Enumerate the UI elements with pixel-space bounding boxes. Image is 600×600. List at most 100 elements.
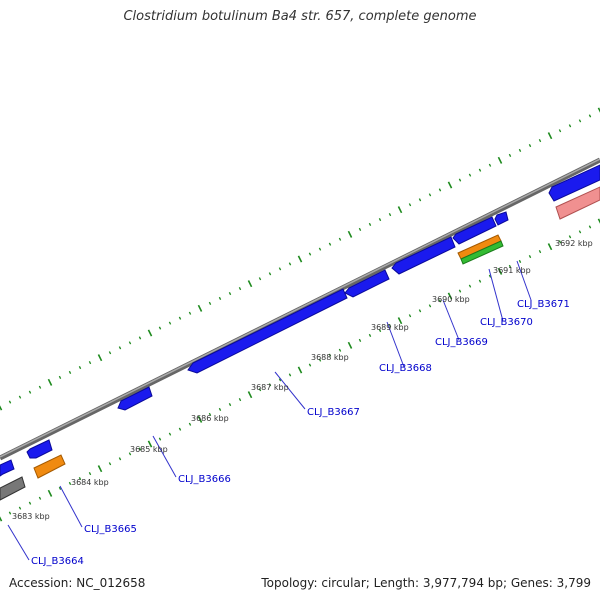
minor-tick <box>378 217 382 222</box>
minor-tick <box>178 427 182 431</box>
minor-tick <box>188 422 192 426</box>
minor-tick <box>488 163 492 167</box>
minor-tick <box>338 237 342 241</box>
minor-tick <box>578 230 582 234</box>
minor-tick <box>368 333 372 338</box>
minor-tick <box>528 254 532 259</box>
minor-tick <box>428 304 432 308</box>
minor-tick <box>438 188 442 192</box>
minor-tick <box>358 227 362 231</box>
gray-feature[interactable] <box>0 476 26 501</box>
rrna-feature[interactable] <box>33 454 66 479</box>
scale-label: 3685 kbp <box>130 445 168 454</box>
gene-feature[interactable] <box>494 211 509 226</box>
minor-tick <box>68 481 72 486</box>
minor-tick <box>218 407 222 412</box>
major-tick <box>597 218 600 224</box>
minor-tick <box>278 378 282 382</box>
minor-tick <box>388 324 392 328</box>
minor-tick <box>558 240 562 244</box>
minor-tick <box>438 299 442 303</box>
gene-label[interactable]: CLJ_B3670 <box>480 317 533 328</box>
gene-labels: CLJ_B3664 CLJ_B3665 CLJ_B3666 CLJ_B3667 … <box>31 299 570 567</box>
gene-feature[interactable] <box>0 459 15 477</box>
gene-label[interactable]: CLJ_B3664 <box>31 556 84 567</box>
minor-tick <box>278 267 282 271</box>
minor-tick <box>318 358 322 362</box>
minor-tick <box>418 309 422 313</box>
inner-tick-track <box>0 218 600 522</box>
minor-tick <box>578 119 582 123</box>
minor-tick <box>168 432 172 436</box>
gene-feature[interactable] <box>26 439 53 459</box>
minor-tick <box>368 222 372 227</box>
gene-feature[interactable] <box>391 236 456 275</box>
gene-feature[interactable] <box>344 269 390 298</box>
minor-tick <box>458 178 462 182</box>
leader-lines <box>7 260 532 561</box>
minor-tick <box>108 351 112 355</box>
minor-tick <box>18 395 22 399</box>
major-tick <box>347 341 353 349</box>
genome-backbone <box>0 157 600 461</box>
minor-tick <box>88 361 92 365</box>
minor-tick <box>18 506 22 510</box>
major-tick <box>547 243 553 251</box>
major-tick <box>97 354 103 362</box>
gene-label[interactable]: CLJ_B3669 <box>435 337 488 348</box>
major-tick <box>547 132 553 140</box>
pink-feature[interactable] <box>555 186 600 220</box>
scale-label: 3683 kbp <box>12 512 50 521</box>
major-tick <box>447 181 453 189</box>
minor-tick <box>458 289 462 293</box>
gene-feature[interactable] <box>548 164 600 202</box>
minor-tick <box>518 259 522 264</box>
minor-tick <box>378 328 382 333</box>
minor-tick <box>38 496 42 500</box>
minor-tick <box>558 129 562 133</box>
minor-tick <box>288 373 292 377</box>
minor-tick <box>178 316 182 320</box>
gene-feature[interactable] <box>187 288 348 374</box>
major-tick <box>147 329 153 337</box>
minor-tick <box>68 370 72 375</box>
minor-tick <box>128 452 132 456</box>
minor-tick <box>28 501 32 505</box>
major-tick <box>397 206 403 214</box>
gene-track <box>0 164 600 501</box>
major-tick <box>597 107 600 113</box>
minor-tick <box>418 198 422 202</box>
minor-tick <box>138 447 142 451</box>
minor-tick <box>158 437 162 441</box>
minor-tick <box>78 365 82 370</box>
minor-tick <box>528 143 532 148</box>
major-tick <box>47 378 53 386</box>
minor-tick <box>538 250 542 254</box>
scale-labels: 3683 kbp 3684 kbp 3685 kbp 3686 kbp 3687… <box>12 239 593 521</box>
minor-tick <box>188 311 192 315</box>
minor-tick <box>108 462 112 466</box>
minor-tick <box>88 472 92 476</box>
gene-label[interactable]: CLJ_B3666 <box>178 474 231 485</box>
gene-label[interactable]: CLJ_B3671 <box>517 299 570 310</box>
minor-tick <box>588 114 592 118</box>
minor-tick <box>8 400 12 404</box>
gene-label[interactable]: CLJ_B3665 <box>84 524 137 535</box>
minor-tick <box>468 284 472 288</box>
scale-label: 3686 kbp <box>191 414 229 423</box>
gene-label[interactable]: CLJ_B3667 <box>307 407 360 418</box>
minor-tick <box>58 375 62 379</box>
minor-tick <box>508 264 512 268</box>
minor-tick <box>208 412 212 416</box>
gene-feature[interactable] <box>452 216 497 245</box>
major-tick <box>0 516 3 522</box>
major-tick <box>0 405 3 411</box>
minor-tick <box>328 353 332 357</box>
major-tick <box>247 391 253 399</box>
gene-label[interactable]: CLJ_B3668 <box>379 363 432 374</box>
minor-tick <box>228 291 232 296</box>
gene-feature[interactable] <box>117 386 153 411</box>
minor-tick <box>338 348 342 352</box>
trna-feature[interactable] <box>460 240 504 265</box>
